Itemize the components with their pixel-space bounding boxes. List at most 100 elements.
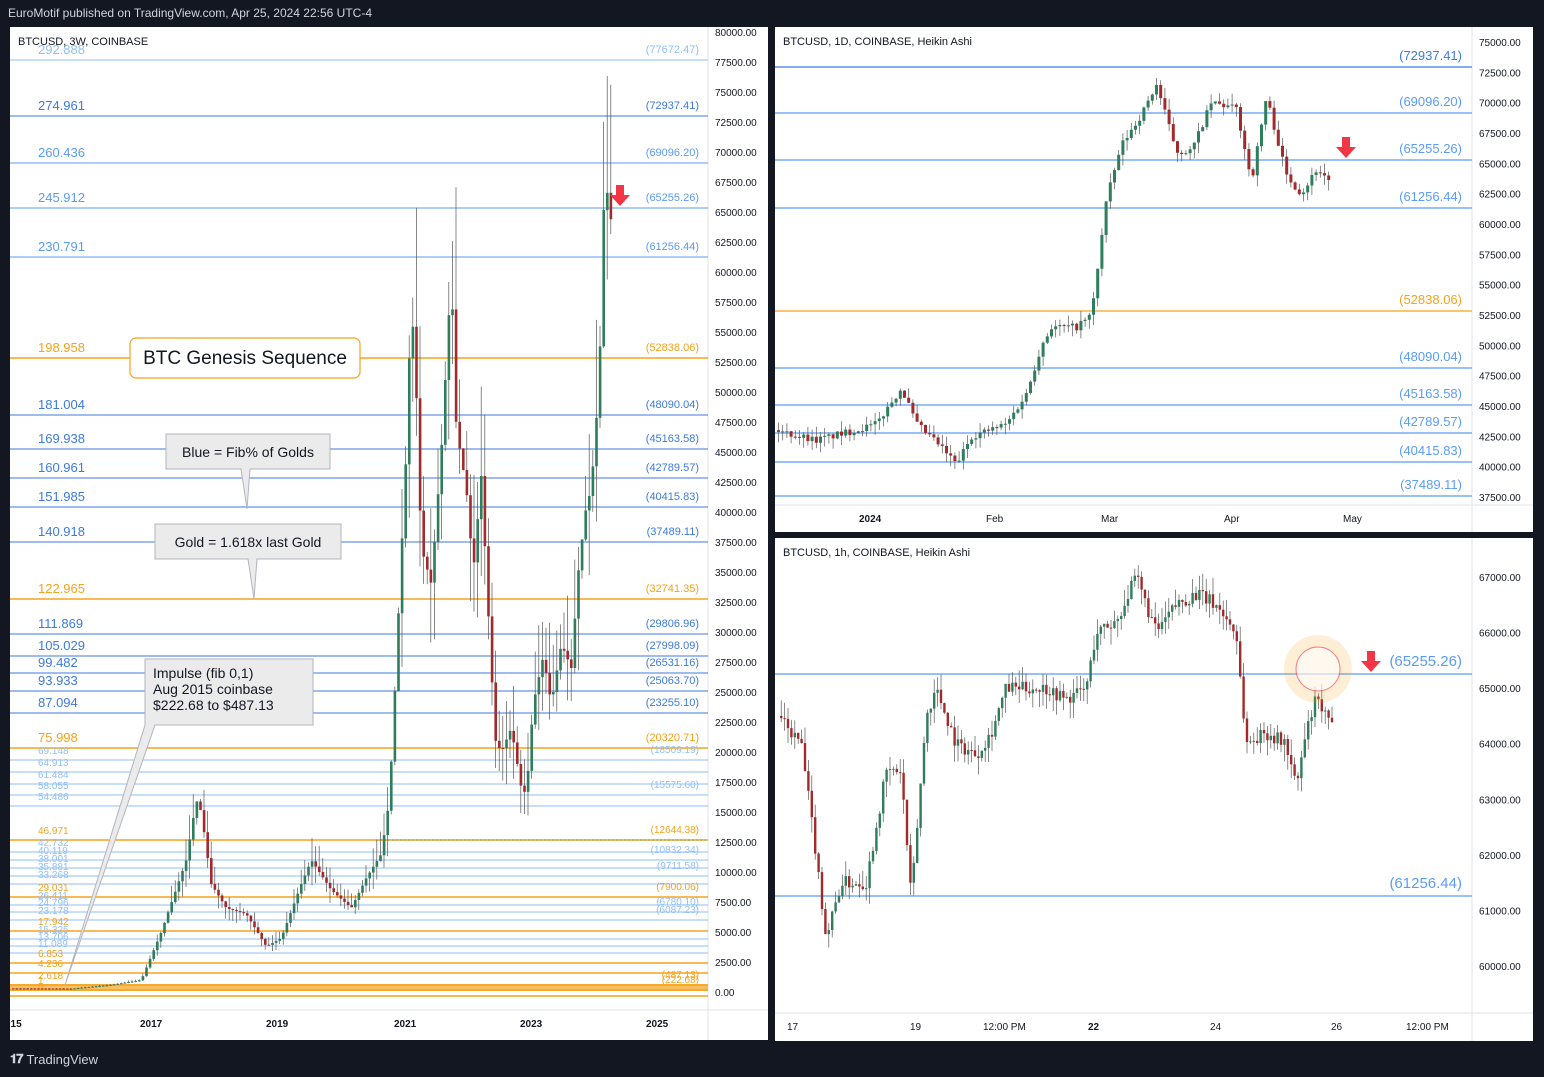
- fib-level-label: 40.119: [38, 846, 68, 857]
- candle-body: [797, 732, 800, 739]
- candle-body: [1188, 149, 1192, 154]
- candle-body: [1033, 370, 1037, 382]
- chart-panel-1d[interactable]: 75000.00 72500.00 70000.00 67500.00 65000.00…: [775, 27, 1533, 532]
- price-tick-label: 77500.00: [715, 58, 757, 69]
- candle-body: [1188, 603, 1191, 606]
- candle-body: [228, 907, 231, 909]
- candle-body: [357, 892, 361, 900]
- price-level-label: (52838.06): [646, 342, 699, 354]
- candle-body: [55, 988, 58, 990]
- candle-body: [1268, 101, 1272, 108]
- candle-body: [922, 742, 926, 784]
- candle-body: [1174, 605, 1177, 607]
- candle-body: [1167, 611, 1170, 618]
- candle-body: [451, 309, 454, 316]
- candle-body: [328, 882, 332, 889]
- candle-body: [1117, 154, 1121, 171]
- price-tick-label: 0.00: [715, 988, 735, 999]
- fib-level-label: 17.942: [38, 917, 69, 928]
- callout-impulse-bubble: [64, 658, 314, 986]
- price-tick-label: 17500.00: [715, 778, 757, 789]
- candle-body: [1184, 601, 1187, 606]
- fib-level-label: 230.791: [38, 239, 85, 254]
- price-level-label: (40415.83): [646, 491, 699, 503]
- candle-body: [454, 309, 458, 422]
- price-tick-label: 65000.00: [715, 208, 757, 219]
- candle-body: [939, 689, 943, 704]
- candle-body: [1225, 616, 1228, 620]
- candle-body: [274, 940, 278, 943]
- candle-body: [1164, 617, 1167, 622]
- candle-body: [933, 692, 936, 709]
- chart-1d[interactable]: 75000.00 72500.00 70000.00 67500.00 65000.00…: [775, 27, 1533, 532]
- candle-body: [483, 476, 487, 547]
- fib-level-label: 160.961: [38, 460, 85, 475]
- candle-body: [963, 743, 966, 755]
- candle-body: [868, 861, 871, 889]
- chart-panel-1h[interactable]: 67000.00 66000.00 65000.00 64000.00 63000.00…: [775, 538, 1533, 1041]
- chart-1h[interactable]: 67000.00 66000.00 65000.00 64000.00 63000.00…: [775, 538, 1533, 1041]
- candle-body: [202, 810, 206, 833]
- price-tick-label: 37500.00: [715, 538, 757, 549]
- candle-body: [102, 985, 105, 987]
- candle-body: [1160, 621, 1164, 630]
- price-tick-label: 15000.00: [715, 808, 757, 819]
- price-level-label: (61256.44): [1389, 875, 1462, 892]
- fib-level-label: 260.436: [38, 145, 85, 160]
- price-tick-label: 63000.00: [1479, 795, 1521, 806]
- candle-body: [1020, 401, 1024, 410]
- brand-label[interactable]: TradingView: [26, 1051, 99, 1067]
- price-tick-label: 2500.00: [715, 958, 752, 969]
- fib-level-label: 64.913: [38, 758, 69, 769]
- candle-body: [476, 519, 479, 563]
- price-level-label: (48090.04): [1399, 349, 1462, 364]
- candle-body: [1140, 576, 1143, 590]
- chart-3w[interactable]: 80000.00 77500.00 75000.00 72500.00 70000.00…: [10, 27, 768, 1040]
- candle-body: [903, 390, 906, 398]
- candle-body: [134, 980, 137, 982]
- candle-body: [1197, 131, 1200, 143]
- candle-body: [800, 738, 803, 744]
- candle-body: [1109, 627, 1113, 629]
- candle-body: [861, 886, 864, 890]
- candle-body: [875, 827, 878, 851]
- candle-body: [817, 853, 820, 873]
- candle-body: [789, 431, 793, 437]
- candle-body: [970, 439, 974, 444]
- candle-body: [73, 988, 76, 990]
- candle-body: [346, 901, 350, 906]
- fib-level-label: 169.938: [38, 431, 85, 446]
- price-level-label: (65255.26): [646, 192, 699, 204]
- candle-body: [1008, 419, 1011, 424]
- candle-body: [1310, 175, 1314, 186]
- candle-body: [1181, 599, 1184, 602]
- fib-level-label: 292.888: [38, 42, 85, 57]
- candle-body: [1104, 201, 1108, 235]
- candle-body: [1142, 107, 1146, 121]
- candle-body: [793, 436, 797, 438]
- candle-body: [1054, 326, 1058, 330]
- candle-body: [902, 772, 905, 800]
- candle-body: [1184, 153, 1188, 155]
- candle-body: [1323, 173, 1326, 176]
- price-level-label: (25063.70): [646, 675, 699, 687]
- candle-body: [480, 476, 483, 520]
- fib-level-label: 2.618: [38, 971, 63, 982]
- price-level-label: (69096.20): [646, 147, 699, 159]
- candle-body: [573, 618, 577, 668]
- candle-body: [166, 912, 170, 923]
- candle-body: [1069, 696, 1072, 703]
- candle-body: [1003, 423, 1007, 425]
- candle-body: [375, 861, 379, 867]
- price-level-label: (45163.58): [1399, 386, 1462, 401]
- fib-level-label: 75.998: [38, 730, 78, 745]
- candle-body: [508, 730, 512, 740]
- candle-body: [1045, 684, 1048, 695]
- candle-body: [1289, 174, 1293, 183]
- time-tick-label: Feb: [986, 514, 1004, 525]
- chart-panel-3w[interactable]: 80000.00 77500.00 75000.00 72500.00 70000.00…: [10, 27, 768, 1040]
- candle-body: [987, 734, 990, 748]
- candle-body: [66, 988, 69, 990]
- candle-body: [339, 895, 343, 899]
- candle-body: [990, 734, 994, 737]
